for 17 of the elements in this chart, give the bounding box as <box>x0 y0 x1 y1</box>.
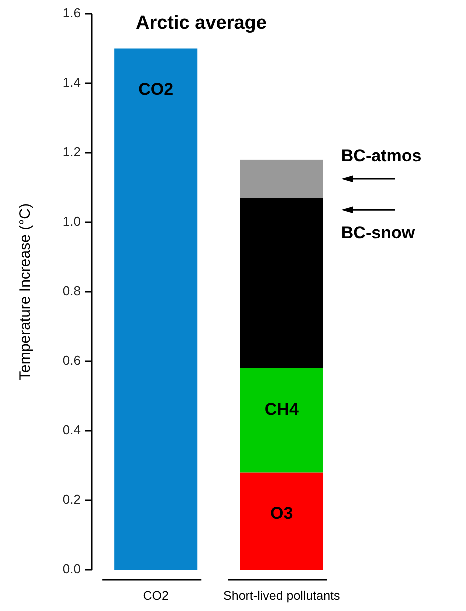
series-label: BC-atmos <box>341 146 422 166</box>
y-tick-label: 0.8 <box>62 283 81 298</box>
y-tick-label: 1.4 <box>62 74 81 90</box>
y-tick-label: 1.6 <box>62 5 81 20</box>
y-axis-title: Temperature Increase (°C) <box>17 204 34 380</box>
y-tick-label: 0.6 <box>62 352 81 368</box>
y-tick-label: 0.0 <box>62 561 81 576</box>
legend-label: BC-snow <box>341 224 416 243</box>
y-tick-label: 0.4 <box>62 422 81 438</box>
x-tick-label: Short-lived pollutants <box>224 589 340 603</box>
y-tick-label: 1.0 <box>62 214 81 229</box>
y-tick-label: 1.2 <box>62 144 81 160</box>
y-tick-label: 0.2 <box>62 492 81 507</box>
series-label: CH4 <box>264 400 300 419</box>
series-label: CO2 <box>138 80 174 100</box>
chart-title: Arctic average <box>136 13 267 34</box>
series-label: O3 <box>270 504 294 524</box>
